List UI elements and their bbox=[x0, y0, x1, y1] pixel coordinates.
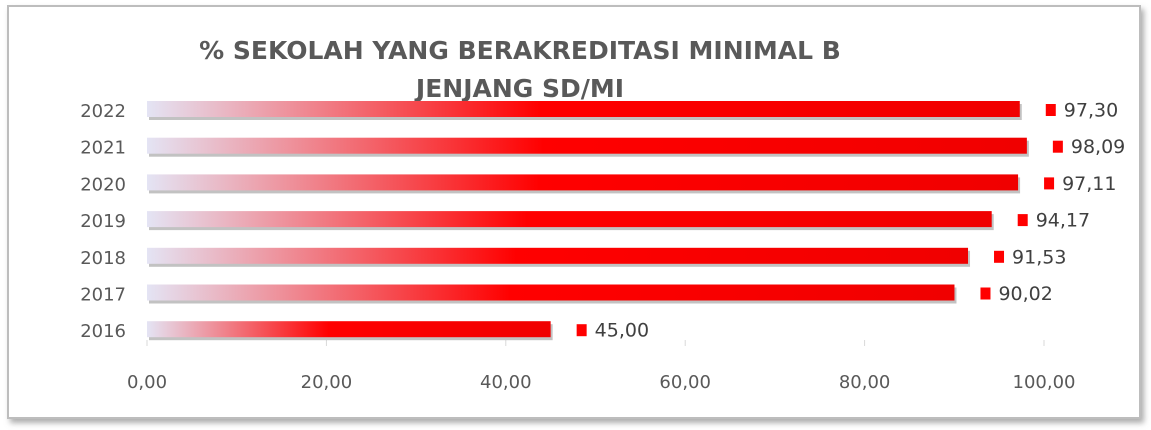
x-tick-label: 80,00 bbox=[839, 372, 891, 393]
bar bbox=[147, 247, 969, 264]
value-label: 90,02 bbox=[998, 283, 1052, 305]
label-key bbox=[1045, 104, 1056, 116]
chart-title: % SEKOLAH YANG BERAKREDITASI MINIMAL B bbox=[199, 36, 841, 65]
value-label: 45,00 bbox=[595, 320, 649, 342]
label-key bbox=[1017, 214, 1028, 227]
bar bbox=[147, 211, 992, 228]
x-tick-label: 100,00 bbox=[1013, 372, 1076, 393]
y-tick-label: 2017 bbox=[80, 285, 126, 306]
bar bbox=[147, 101, 1020, 117]
chart-title: JENJANG SD/MI bbox=[414, 74, 624, 103]
label-key bbox=[1044, 177, 1055, 190]
x-tick-label: 20,00 bbox=[301, 372, 353, 393]
y-tick-label: 2021 bbox=[80, 138, 126, 159]
value-label: 97,30 bbox=[1064, 100, 1118, 122]
value-label: 98,09 bbox=[1071, 136, 1125, 158]
value-label: 97,11 bbox=[1062, 173, 1116, 195]
value-label: 91,53 bbox=[1012, 246, 1066, 268]
x-tick-label: 60,00 bbox=[659, 372, 711, 393]
y-tick-label: 2022 bbox=[80, 101, 126, 122]
bar bbox=[147, 284, 955, 301]
x-tick-label: 0,00 bbox=[127, 372, 167, 393]
label-key bbox=[980, 287, 991, 300]
label-key bbox=[576, 324, 587, 337]
y-tick-label: 2016 bbox=[80, 321, 126, 342]
x-tick-label: 40,00 bbox=[480, 372, 532, 393]
y-tick-label: 2019 bbox=[80, 211, 126, 232]
value-label: 94,17 bbox=[1036, 210, 1090, 232]
bar bbox=[147, 321, 551, 338]
y-tick-label: 2018 bbox=[80, 248, 126, 269]
label-key bbox=[994, 250, 1005, 263]
y-tick-label: 2020 bbox=[80, 174, 126, 195]
label-key bbox=[1052, 140, 1063, 153]
bar bbox=[147, 174, 1019, 191]
bar bbox=[147, 137, 1027, 154]
